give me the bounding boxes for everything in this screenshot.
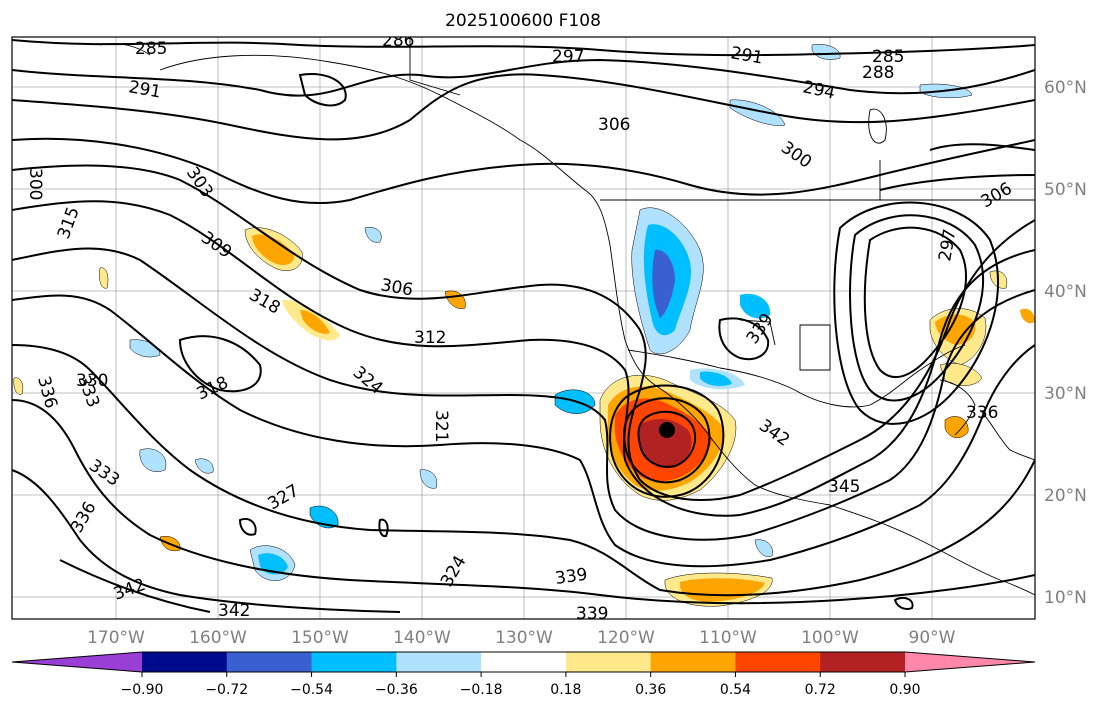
- longitude-label: 110°W: [699, 628, 757, 648]
- colorbar-segment: [565, 652, 652, 672]
- longitude-label: 100°W: [801, 628, 859, 648]
- colorbar-tick-label: −0.18: [460, 682, 503, 698]
- contour-label: 286: [382, 31, 414, 51]
- colorbar-segment: [311, 652, 397, 672]
- contour-label: 321: [431, 410, 451, 442]
- colorbar-segment: [142, 652, 228, 672]
- longitude-label: 170°W: [87, 628, 145, 648]
- colorbar-tick-label: 0.90: [889, 682, 920, 698]
- colorbar-segment: [481, 652, 567, 672]
- longitude-labels: 170°W 160°W 150°W 140°W 130°W 120°W 110°…: [87, 628, 956, 648]
- colorbar-segment: [226, 652, 313, 672]
- colorbar-tick-label: 0.36: [635, 682, 666, 698]
- contour-label: 330: [76, 371, 108, 391]
- contours: [12, 39, 1035, 613]
- colorbar-segment: [12, 652, 142, 672]
- contour-label: 285: [135, 39, 167, 59]
- latitude-label: 50°N: [1044, 180, 1087, 200]
- contour-label: 345: [828, 477, 860, 497]
- colorbar-tick-label: 0.18: [550, 682, 581, 698]
- contour-label: 300: [25, 168, 45, 200]
- contour-label: 339: [576, 604, 608, 624]
- colorbar-ticks: −0.90 −0.72 −0.54 −0.36 −0.18 0.18 0.36 0.54 0.7…: [121, 672, 921, 698]
- colorbar-segments: [11, 651, 1036, 673]
- colorbar-tick-label: −0.54: [290, 682, 333, 698]
- latitude-label: 60°N: [1044, 78, 1087, 98]
- contour-label: 342: [218, 601, 250, 621]
- longitude-label: 90°W: [909, 628, 956, 648]
- contour-label: 306: [598, 115, 630, 135]
- colorbar-segment: [396, 652, 482, 672]
- contour-label: 297: [552, 47, 584, 67]
- colorbar-tick-label: −0.36: [375, 682, 418, 698]
- map-title: 2025100600 F108: [445, 11, 601, 31]
- coastlines: [99, 37, 1035, 596]
- colorbar-segment: [820, 652, 906, 672]
- longitude-label: 160°W: [189, 628, 247, 648]
- colorbar-tick-label: −0.72: [205, 682, 248, 698]
- latitude-label: 40°N: [1044, 282, 1087, 302]
- latitude-labels: 60°N 50°N 40°N 30°N 20°N 10°N: [1044, 78, 1087, 608]
- contour-label: 285: [872, 47, 904, 67]
- longitude-label: 130°W: [495, 628, 553, 648]
- map-content: 285 286 297 291 285 288 291 294 306 300 …: [12, 31, 1035, 624]
- latitude-label: 20°N: [1044, 486, 1087, 506]
- colorbar-tick-label: −0.90: [121, 682, 164, 698]
- colorbar-segment: [905, 652, 1035, 672]
- colorbar-tick-label: 0.72: [805, 682, 836, 698]
- contour-label: 312: [414, 328, 446, 348]
- colorbar-tick-label: 0.54: [720, 682, 751, 698]
- colorbar-segment: [650, 652, 736, 672]
- contour-label: 339: [554, 565, 589, 589]
- map-area: [12, 37, 1035, 619]
- map-frame: [11, 36, 1036, 620]
- latitude-label: 10°N: [1044, 588, 1087, 608]
- colorbar-segment: [735, 652, 821, 672]
- low-center-dot: [659, 422, 675, 438]
- contour-label: 288: [862, 63, 894, 83]
- longitude-label: 120°W: [597, 628, 655, 648]
- contour-label: 336: [966, 403, 998, 423]
- longitude-label: 140°W: [393, 628, 451, 648]
- colorbar: −0.90 −0.72 −0.54 −0.36 −0.18 0.18 0.36 0.54 0.7…: [11, 651, 1036, 698]
- latitude-label: 30°N: [1044, 384, 1087, 404]
- longitude-label: 150°W: [291, 628, 349, 648]
